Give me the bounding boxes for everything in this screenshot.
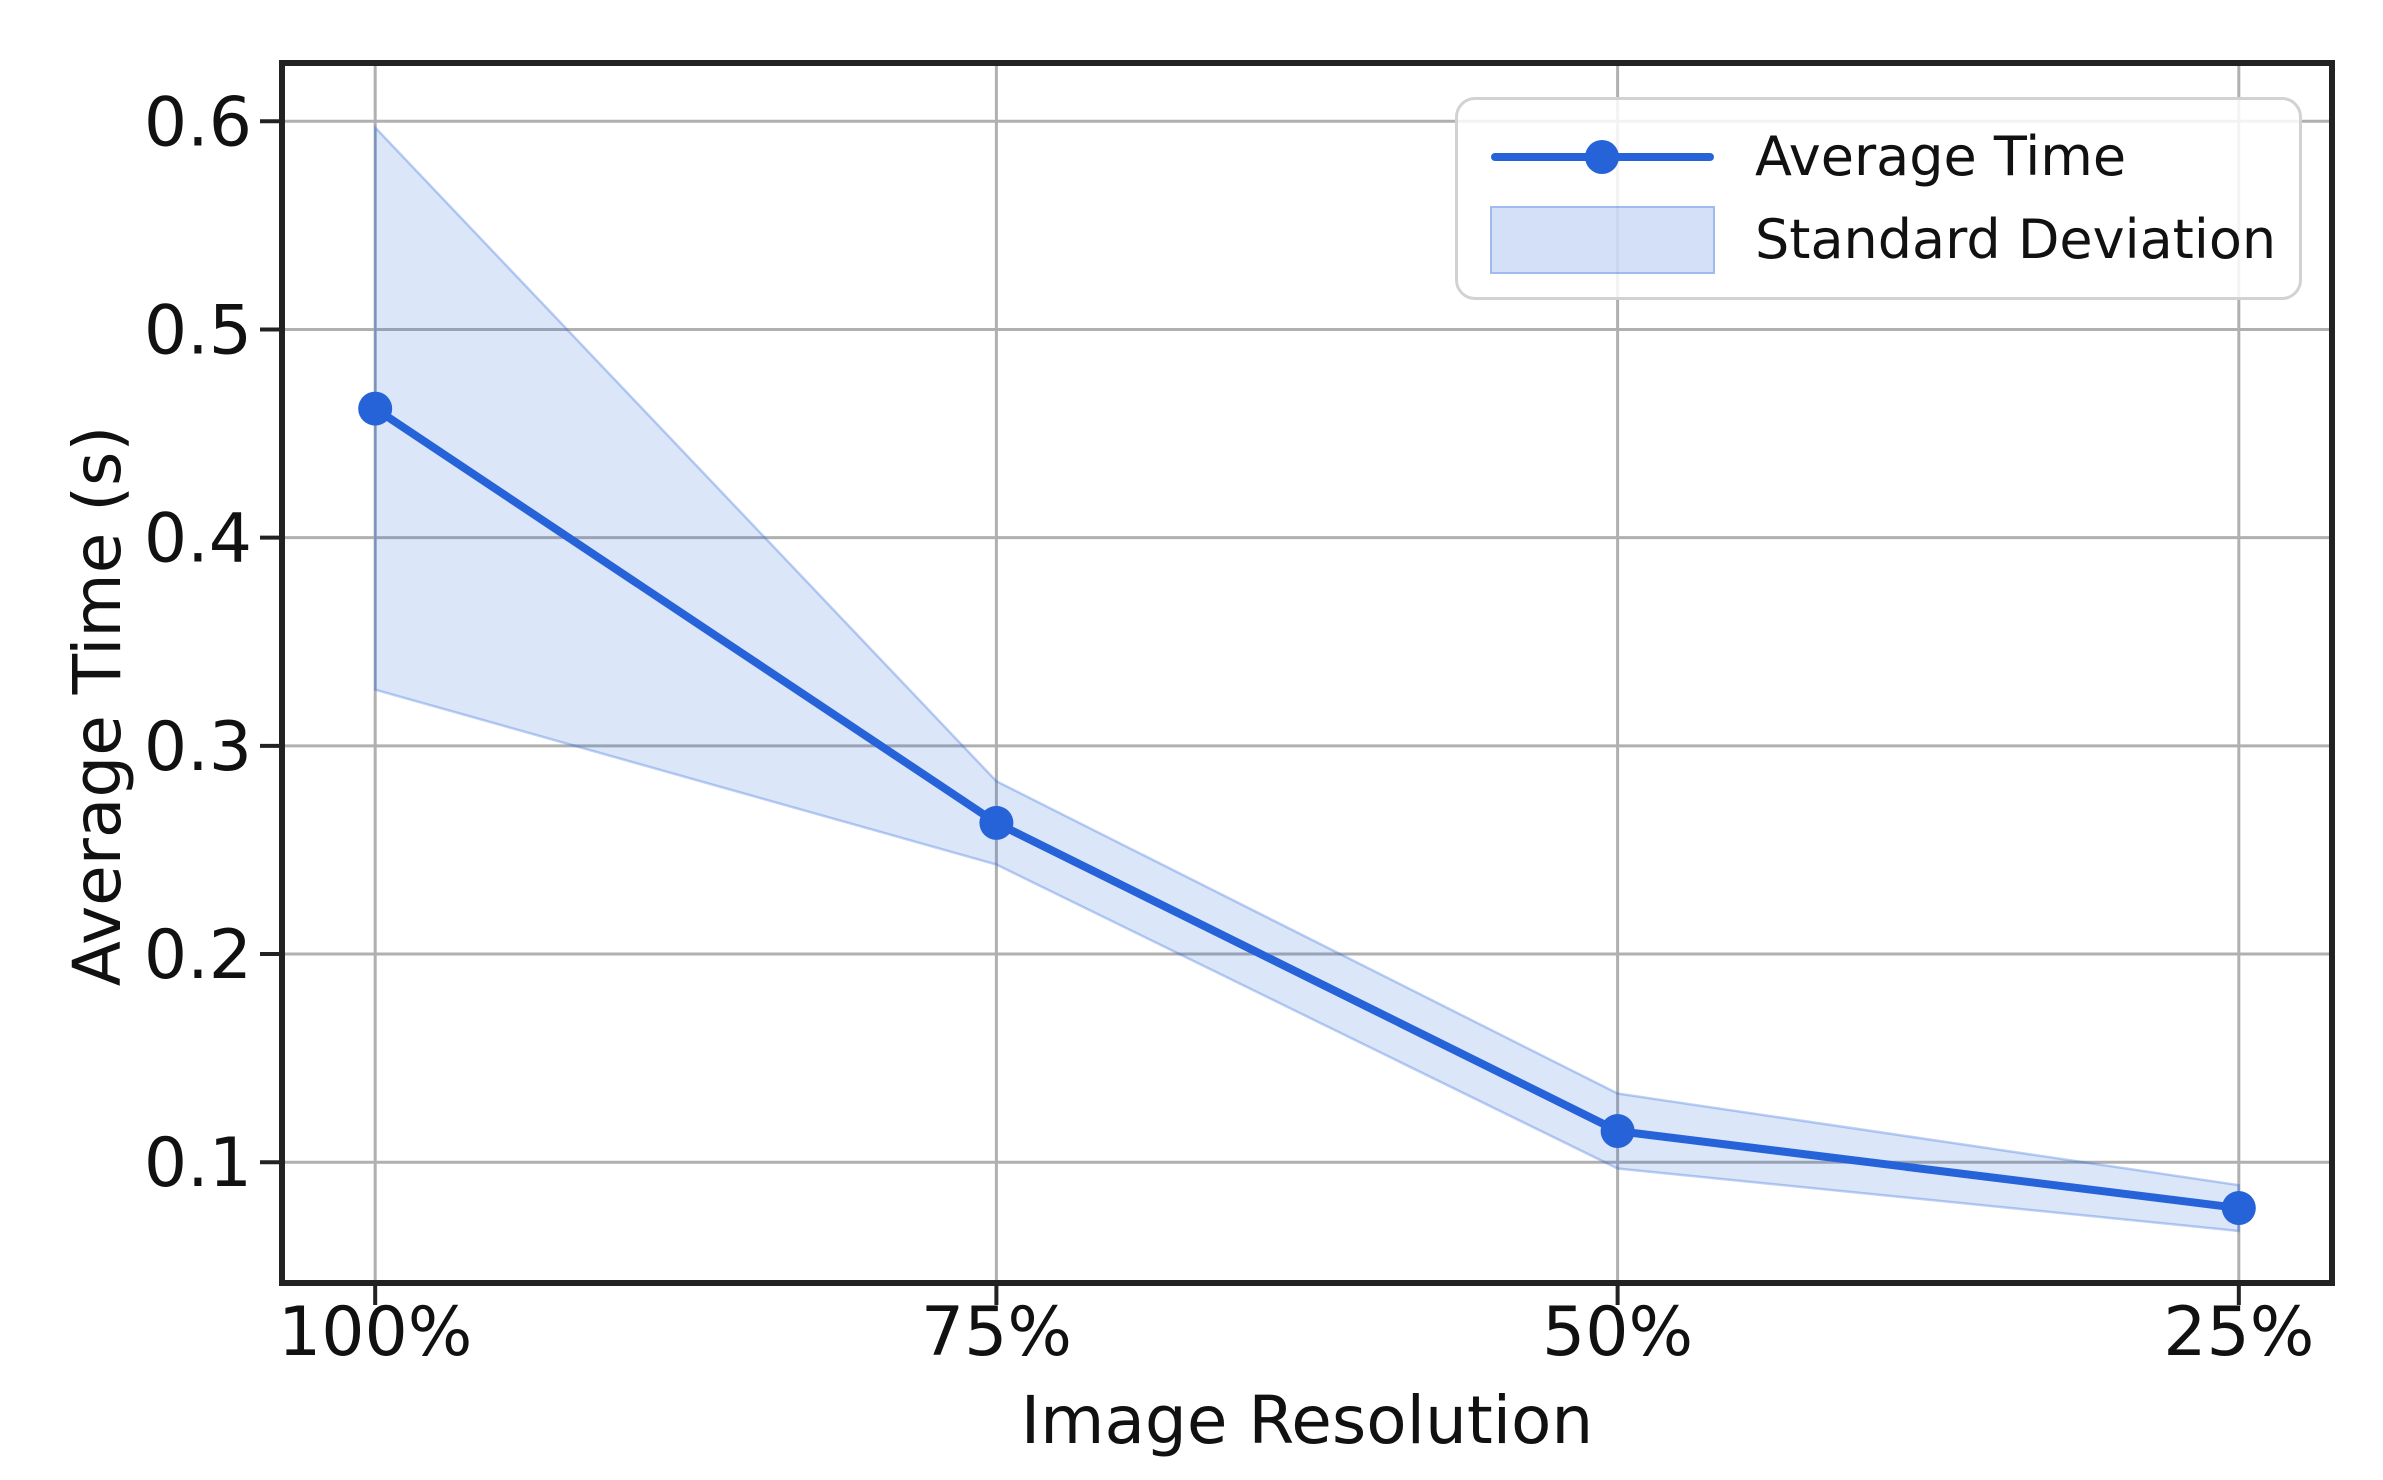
legend-label-standard-deviation: Standard Deviation	[1755, 208, 2277, 272]
data-point-marker	[2221, 1191, 2256, 1226]
x-tick-label: 100%	[278, 1293, 472, 1372]
x-tick-label: 25%	[2163, 1293, 2314, 1372]
data-point-marker	[358, 391, 393, 426]
y-tick-label: 0.1	[144, 1124, 252, 1203]
std-deviation-band	[373, 124, 2241, 1233]
y-tick-label: 0.4	[144, 500, 252, 579]
data-point-marker	[979, 805, 1014, 840]
plot-frame	[279, 60, 2335, 1286]
legend-line-marker-sample	[1490, 122, 1715, 192]
legend-label-average-time: Average Time	[1755, 124, 2127, 188]
y-axis-title: Average Time (s)	[59, 425, 136, 987]
legend-item-average-time: Average Time	[1490, 122, 2267, 192]
x-axis-title: Image Resolution	[1020, 1382, 1594, 1459]
y-tick-label: 0.2	[144, 916, 252, 995]
x-tick-label: 75%	[921, 1293, 1072, 1372]
x-tick-label: 50%	[1542, 1293, 1693, 1372]
y-tick-label: 0.3	[144, 708, 252, 787]
legend-band-swatch	[1490, 205, 1715, 275]
data-point-marker	[1600, 1114, 1635, 1149]
legend: Average Time Standard Deviation	[1455, 97, 2302, 300]
average-time-line	[371, 404, 2243, 1213]
legend-item-standard-deviation: Standard Deviation	[1490, 205, 2276, 275]
y-tick-label: 0.6	[144, 83, 252, 162]
y-tick-label: 0.5	[144, 291, 252, 370]
